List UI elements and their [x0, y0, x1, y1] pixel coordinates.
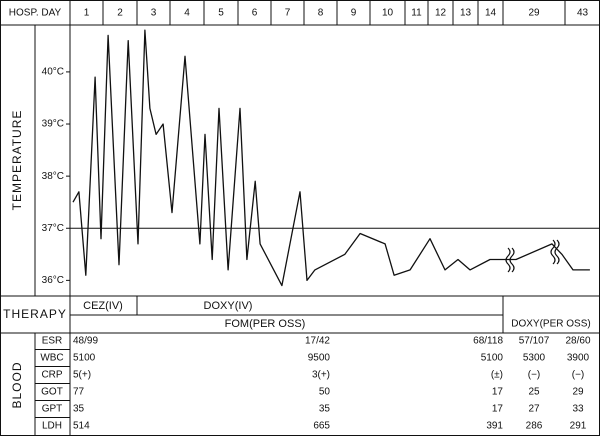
- x-tick-label: 7: [285, 8, 291, 19]
- x-axis-label: HOSP. DAY: [9, 8, 62, 19]
- blood-value: (−): [572, 370, 585, 381]
- x-tick-label: 2: [117, 8, 123, 19]
- y-tick-label: 40°C: [42, 67, 64, 78]
- blood-row-label: LDH: [42, 421, 62, 432]
- blood-row-label: GPT: [42, 404, 63, 415]
- blood-row-label: GOT: [41, 387, 63, 398]
- blood-value: 5100: [73, 353, 96, 364]
- blood-value: 286: [526, 421, 543, 432]
- x-tick-label: 13: [460, 8, 472, 19]
- blood-value: 57/107: [519, 336, 550, 347]
- blood-value: 514: [73, 421, 90, 432]
- x-tick-label: 12: [435, 8, 447, 19]
- y-tick-label: 38°C: [42, 171, 64, 182]
- blood-value: 3(+): [312, 370, 330, 381]
- y-tick-label: 39°C: [42, 119, 64, 130]
- y-axis-label: TEMPERATURE: [10, 110, 24, 211]
- temperature-line: [72, 29, 590, 287]
- x-tick-label: 29: [528, 8, 540, 19]
- blood-value: 50: [319, 387, 331, 398]
- therapy-item: FOM(PER OSS): [225, 318, 306, 330]
- blood-value: 17: [492, 404, 504, 415]
- blood-value: 77: [73, 387, 85, 398]
- y-tick-label: 37°C: [42, 223, 64, 234]
- blood-value: 5300: [523, 353, 546, 364]
- blood-value: 17/42: [305, 336, 330, 347]
- blood-value: 35: [319, 404, 331, 415]
- blood-value: 17: [492, 387, 504, 398]
- blood-value: 33: [572, 404, 584, 415]
- blood-value: 28/60: [565, 336, 590, 347]
- blood-value: 5(+): [73, 370, 91, 381]
- break-mark: [550, 239, 556, 265]
- x-tick-label: 8: [318, 8, 324, 19]
- x-tick-label: 4: [184, 8, 190, 19]
- blood-value: 48/99: [73, 336, 98, 347]
- blood-row-label: WBC: [40, 353, 63, 364]
- break-mark: [554, 239, 560, 265]
- x-tick-label: 5: [218, 8, 224, 19]
- blood-value: 665: [313, 421, 330, 432]
- therapy-item: DOXY(PER OSS): [511, 319, 590, 330]
- blood-value: (±): [491, 370, 503, 381]
- blood-value: 3900: [567, 353, 590, 364]
- blood-label: BLOOD: [10, 361, 24, 408]
- blood-value: 35: [73, 404, 85, 415]
- x-tick-label: 10: [382, 8, 394, 19]
- blood-value: 9500: [308, 353, 331, 364]
- blood-value: 27: [528, 404, 540, 415]
- blood-value: 25: [528, 387, 540, 398]
- blood-value: (−): [528, 370, 541, 381]
- x-tick-label: 6: [252, 8, 258, 19]
- x-tick-label: 1: [84, 8, 90, 19]
- x-tick-label: 3: [151, 8, 157, 19]
- blood-value: 5100: [481, 353, 504, 364]
- therapy-item: CEZ(IV): [83, 300, 123, 312]
- blood-value: 291: [570, 421, 587, 432]
- blood-value: 29: [572, 387, 584, 398]
- x-tick-label: 9: [351, 8, 357, 19]
- x-tick-label: 14: [485, 8, 497, 19]
- x-tick-label: 43: [577, 8, 589, 19]
- y-tick-label: 36°C: [42, 275, 64, 286]
- blood-value: 391: [486, 421, 503, 432]
- therapy-item: DOXY(IV): [204, 300, 253, 312]
- x-tick-label: 11: [411, 8, 422, 19]
- blood-value: 68/118: [473, 336, 503, 347]
- blood-row-label: CRP: [41, 370, 62, 381]
- therapy-label: THERAPY: [3, 307, 67, 321]
- blood-row-label: ESR: [42, 336, 63, 347]
